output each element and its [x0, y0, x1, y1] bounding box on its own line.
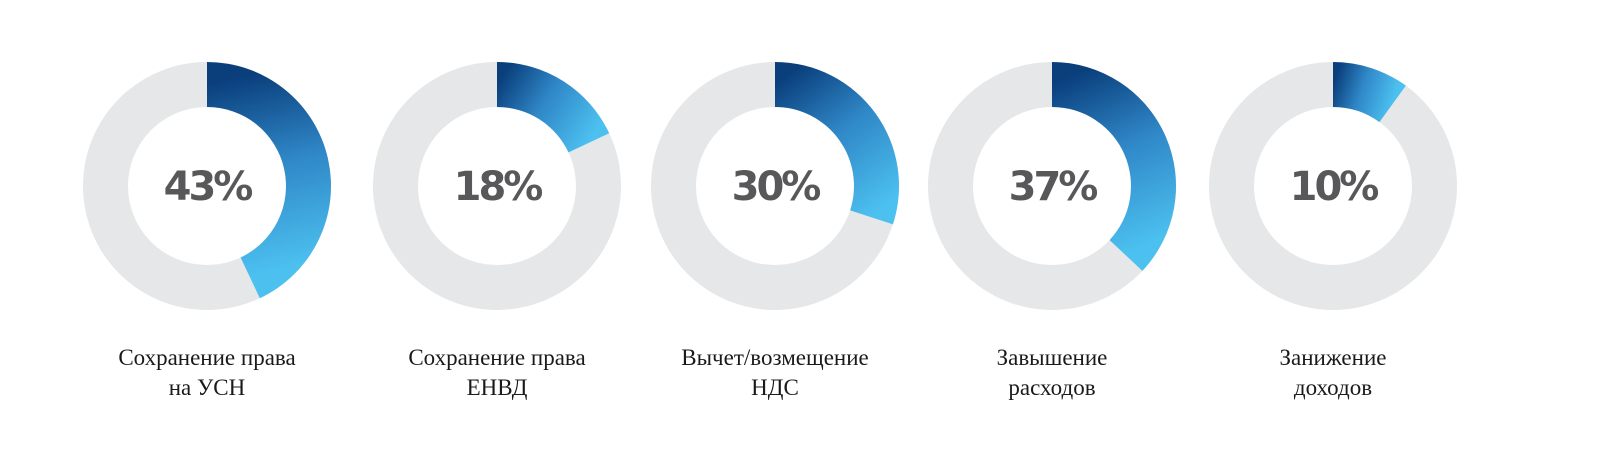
percent-label: 43% [164, 164, 253, 210]
category-label-line: Сохранение права [408, 345, 585, 370]
category-label-line: доходов [1294, 375, 1372, 400]
percent-label: 30% [732, 164, 821, 210]
category-label-line: ЕНВД [467, 375, 528, 400]
donut-segment [1052, 62, 1176, 271]
donut-chart-5: 10% Занижение доходов [1209, 62, 1457, 400]
percent-label: 18% [454, 164, 543, 210]
category-label-line: Вычет/возмещение [681, 345, 868, 370]
donut-segment [1333, 62, 1406, 123]
percent-label: 37% [1009, 164, 1098, 210]
category-label-line: Занижение [1280, 345, 1387, 370]
category-label-line: на УСН [169, 375, 246, 400]
category-label-line: Сохранение права [118, 345, 295, 370]
donut-segment [207, 62, 331, 299]
category-label-line: НДС [751, 375, 799, 400]
donut-chart-4: 37% Завышение расходов [928, 62, 1176, 400]
donut-chart-3: 30% Вычет/возмещение НДС [651, 62, 899, 400]
donut-segment [497, 62, 610, 153]
category-label-line: расходов [1008, 375, 1095, 400]
donut-chart-2: 18% Сохранение права ЕНВД [373, 62, 621, 400]
donut-segment [775, 62, 899, 225]
percent-label: 10% [1290, 164, 1379, 210]
donut-chart-1: 43% Сохранение права на УСН [83, 62, 331, 400]
category-label-line: Завышение [997, 345, 1108, 370]
